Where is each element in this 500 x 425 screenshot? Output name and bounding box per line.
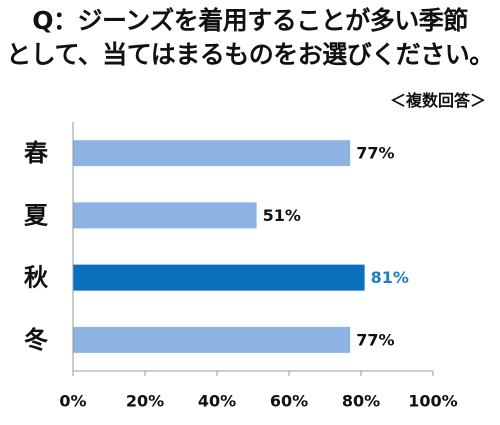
bars-layer: 春 77% 夏 51% 秋 81% 冬 77%	[24, 139, 409, 354]
x-tick-label-3: 60%	[270, 392, 308, 411]
value-label-3: 77%	[356, 330, 394, 349]
multiple-answer-note: ＜複数回答＞	[389, 91, 486, 110]
value-label-2: 81%	[371, 268, 409, 287]
x-tick-label-4: 80%	[342, 392, 380, 411]
x-tick-label-5: 100%	[408, 392, 457, 411]
bar-1	[73, 202, 257, 229]
question-title-line-2: として、当てはまるものをお選びください。	[6, 40, 494, 69]
question-title-line-1: Q：ジーンズを着用することが多い季節	[32, 6, 468, 35]
value-label-0: 77%	[356, 144, 394, 163]
bar-3	[73, 326, 351, 353]
bar-0	[73, 140, 351, 167]
x-tick-label-0: 0%	[59, 392, 86, 411]
x-axis-ticks: 0% 20% 40% 60% 80% 100%	[59, 371, 458, 411]
category-label-3: 冬	[24, 326, 48, 354]
x-tick-label-2: 40%	[198, 392, 236, 411]
value-label-1: 51%	[263, 206, 301, 225]
category-label-1: 夏	[24, 201, 49, 229]
bar-2	[73, 264, 365, 291]
x-tick-label-1: 20%	[126, 392, 164, 411]
category-label-0: 春	[24, 139, 48, 167]
category-label-2: 秋	[24, 264, 49, 292]
